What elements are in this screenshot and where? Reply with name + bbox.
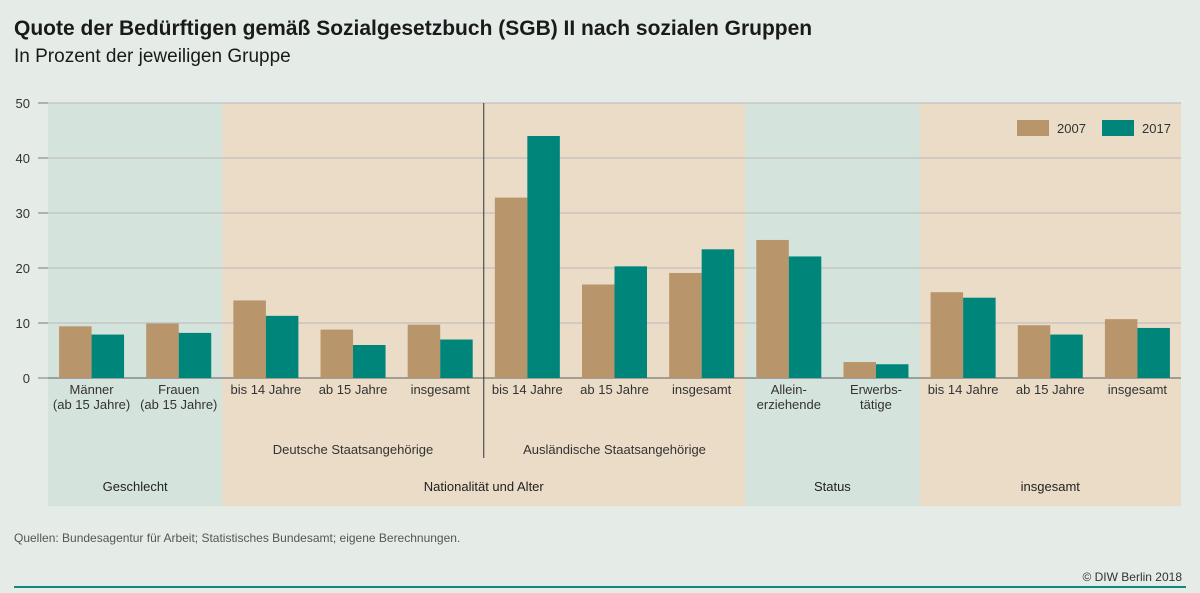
x-tick-label: bis 14 Jahre — [492, 382, 563, 397]
x-tick-label: (ab 15 Jahre) — [53, 397, 130, 412]
subgroup-label-1: Ausländische Staatsangehörige — [523, 442, 706, 457]
bar-2007-3 — [320, 329, 354, 378]
bar-2017-1 — [178, 332, 212, 378]
y-tick-label: 40 — [16, 151, 30, 166]
x-tick-label: bis 14 Jahre — [230, 382, 301, 397]
x-tick-label: ab 15 Jahre — [319, 382, 388, 397]
x-tick-label: insgesamt — [1108, 382, 1168, 397]
x-tick-label: Frauen — [158, 382, 199, 397]
x-tick-label: insgesamt — [411, 382, 471, 397]
legend-swatch-2017 — [1102, 120, 1134, 136]
x-tick-label: ab 15 Jahre — [580, 382, 649, 397]
chart-title: Quote der Bedürftigen gemäß Sozialgesetz… — [14, 17, 813, 40]
bar-2007-5 — [494, 197, 528, 378]
y-tick-label: 50 — [16, 96, 30, 111]
y-tick-label: 30 — [16, 206, 30, 221]
bar-2007-1 — [146, 323, 179, 378]
bar-2007-0 — [59, 326, 92, 378]
bar-2007-11 — [1017, 325, 1051, 378]
bar-2007-8 — [756, 239, 789, 378]
bar-2007-12 — [1104, 319, 1138, 378]
group-label-2: Status — [814, 479, 851, 494]
copyright-note: © DIW Berlin 2018 — [1082, 570, 1182, 584]
bar-2017-8 — [788, 256, 822, 378]
bar-2017-11 — [1050, 334, 1083, 378]
x-tick-label: insgesamt — [672, 382, 732, 397]
bar-2017-12 — [1137, 327, 1170, 378]
bar-2007-7 — [669, 272, 702, 378]
y-tick-label: 10 — [16, 316, 30, 331]
bar-2017-5 — [527, 136, 560, 378]
bar-2017-2 — [265, 315, 299, 378]
y-tick-label: 0 — [23, 371, 30, 386]
bar-2017-0 — [91, 334, 125, 378]
y-tick-label: 20 — [16, 261, 30, 276]
x-tick-label: Erwerbs- — [850, 382, 902, 397]
group-band-0 — [48, 103, 223, 506]
source-note: Quellen: Bundesagentur für Arbeit; Stati… — [14, 531, 461, 545]
subgroup-label-0: Deutsche Staatsangehörige — [273, 442, 433, 457]
group-label-0: Geschlecht — [103, 479, 168, 494]
legend-label-2007: 2007 — [1057, 121, 1086, 136]
x-tick-label: bis 14 Jahre — [928, 382, 999, 397]
bar-2017-7 — [701, 249, 735, 378]
bar-2017-3 — [353, 345, 386, 378]
x-tick-label: Allein- — [771, 382, 807, 397]
legend-swatch-2007 — [1017, 120, 1049, 136]
bar-2017-6 — [614, 266, 647, 378]
group-label-3: insgesamt — [1021, 479, 1081, 494]
bar-2007-9 — [843, 362, 876, 378]
chart-subtitle: In Prozent der jeweiligen Gruppe — [14, 46, 291, 67]
x-tick-label: ab 15 Jahre — [1016, 382, 1085, 397]
bar-2017-4 — [440, 339, 473, 378]
bar-2007-6 — [582, 284, 615, 378]
group-label-1: Nationalität und Alter — [424, 479, 545, 494]
x-tick-label: (ab 15 Jahre) — [140, 397, 217, 412]
bar-2007-4 — [407, 324, 441, 378]
x-tick-label: Männer — [70, 382, 115, 397]
x-tick-label: erziehende — [757, 397, 821, 412]
x-tick-label: tätige — [860, 397, 892, 412]
bar-2017-10 — [963, 297, 996, 378]
bar-2007-10 — [930, 292, 964, 378]
bar-2007-2 — [233, 300, 266, 378]
legend-label-2017: 2017 — [1142, 121, 1171, 136]
bottom-rule — [14, 586, 1186, 588]
bar-2017-9 — [875, 364, 909, 378]
